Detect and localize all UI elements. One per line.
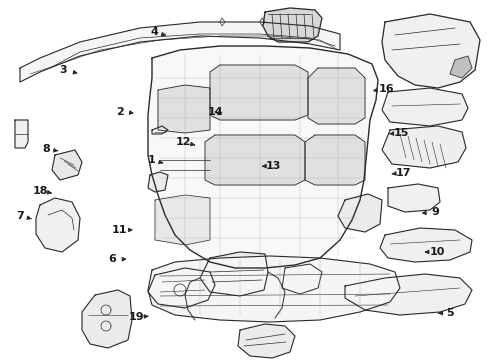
Text: 3: 3 [60,65,67,75]
Polygon shape [337,194,381,232]
Polygon shape [148,256,399,322]
Text: 19: 19 [129,312,144,322]
Polygon shape [52,150,82,180]
Polygon shape [200,252,267,296]
Text: 2: 2 [116,107,123,117]
Polygon shape [82,290,132,348]
Text: 10: 10 [429,247,445,257]
Polygon shape [263,8,321,42]
Polygon shape [20,22,339,82]
Text: 17: 17 [395,168,410,178]
Polygon shape [449,56,471,78]
Polygon shape [379,228,471,262]
Text: 11: 11 [112,225,127,235]
Polygon shape [36,198,80,252]
Text: 13: 13 [265,161,281,171]
Polygon shape [387,184,439,212]
Polygon shape [148,268,215,308]
Polygon shape [381,14,479,88]
Text: 8: 8 [42,144,50,154]
Text: 7: 7 [17,211,24,221]
Text: 9: 9 [430,207,438,217]
Polygon shape [345,274,471,315]
Text: 6: 6 [108,254,116,264]
Text: 5: 5 [445,308,453,318]
Text: 12: 12 [175,137,191,147]
Text: 14: 14 [207,107,223,117]
Polygon shape [148,46,377,268]
Text: 16: 16 [378,84,393,94]
Polygon shape [381,88,467,126]
Text: 15: 15 [392,128,408,138]
Text: 4: 4 [150,27,158,37]
Polygon shape [307,68,364,124]
Text: 1: 1 [147,155,155,165]
Polygon shape [238,324,294,358]
Polygon shape [282,264,321,294]
Polygon shape [15,120,28,148]
Polygon shape [158,85,209,133]
Polygon shape [209,65,307,120]
Polygon shape [155,195,209,245]
Text: 18: 18 [32,186,48,196]
Polygon shape [305,135,364,185]
Polygon shape [148,172,168,192]
Polygon shape [204,135,305,185]
Polygon shape [381,126,465,168]
